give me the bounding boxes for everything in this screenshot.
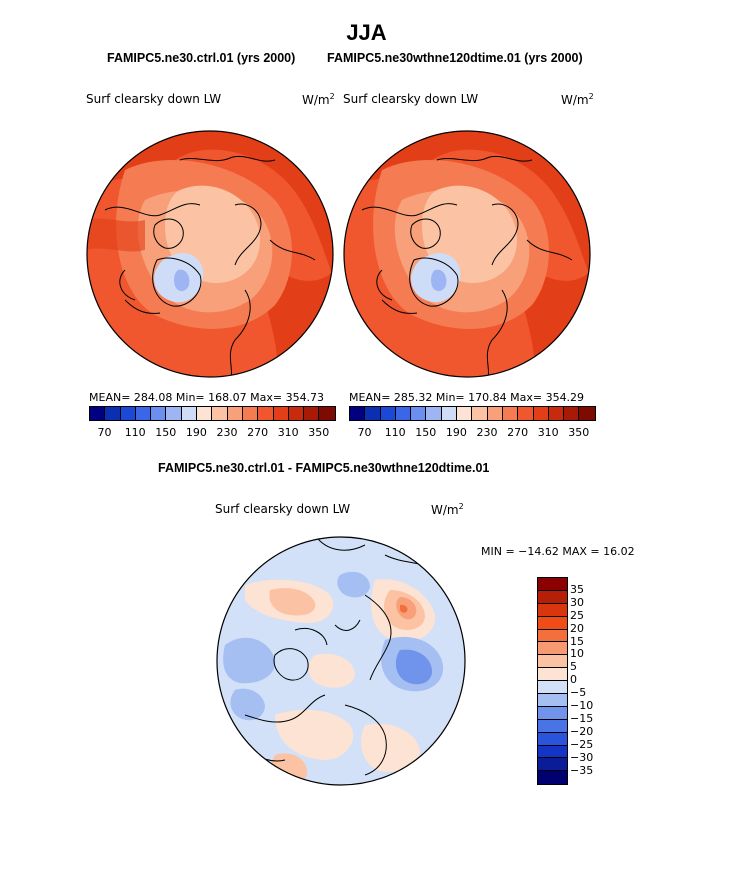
colorbar-tick-label: 0 <box>570 673 577 687</box>
colorbar-tick-label: 25 <box>570 608 584 622</box>
colorbar-swatch <box>538 616 567 630</box>
diff-colorbar <box>537 577 568 786</box>
figure-title: JJA <box>346 20 387 45</box>
colorbar-swatch <box>90 407 106 420</box>
colorbar-tick-label: 190 <box>185 426 207 439</box>
colorbar-tick-label: −15 <box>570 711 594 725</box>
diff-polar-map <box>216 536 466 786</box>
colorbar-tick-label: 230 <box>476 426 498 439</box>
colorbar-swatch <box>426 407 442 420</box>
right-units-label: W/m2 <box>561 92 594 107</box>
right-panel-header: FAMIPC5.ne30wthne120dtime.01 (yrs 2000) <box>327 51 583 65</box>
colorbar-swatch <box>487 407 503 420</box>
colorbar-swatch <box>538 719 567 733</box>
colorbar-tick-label: 310 <box>537 426 559 439</box>
left-colorbar <box>89 406 336 421</box>
colorbar-tick-label: 20 <box>570 621 584 635</box>
colorbar-swatch <box>518 407 534 420</box>
colorbar-swatch <box>197 407 213 420</box>
colorbar-tick-label: 350 <box>308 426 330 439</box>
right-variable-label: Surf clearsky down LW <box>343 92 479 106</box>
colorbar-tick-label: 110 <box>124 426 146 439</box>
colorbar-tick-label: −10 <box>570 699 594 712</box>
colorbar-swatch <box>212 407 228 420</box>
colorbar-swatch <box>441 407 458 420</box>
left-stats: MEAN= 284.08 Min= 168.07 Max= 354.73 <box>89 391 325 404</box>
colorbar-tick-label: 150 <box>155 426 177 439</box>
colorbar-swatch <box>350 407 366 420</box>
colorbar-tick-label: 310 <box>277 426 299 439</box>
colorbar-tick-label: −30 <box>570 750 594 764</box>
colorbar-swatch <box>538 603 567 617</box>
colorbar-tick-label: −5 <box>570 686 587 700</box>
colorbar-tick-label: 190 <box>445 426 467 439</box>
colorbar-swatch <box>538 694 567 707</box>
colorbar-swatch <box>579 407 595 420</box>
colorbar-swatch <box>502 407 519 420</box>
colorbar-tick-label: 10 <box>570 647 584 661</box>
colorbar-tick-label: 70 <box>97 426 112 439</box>
colorbar-swatch <box>319 407 335 420</box>
colorbar-swatch <box>181 407 198 420</box>
colorbar-swatch <box>538 745 567 759</box>
colorbar-swatch <box>538 629 567 643</box>
diff-minmax: MIN = −14.62 MAX = 16.02 <box>481 545 635 558</box>
colorbar-tick-label: −20 <box>570 724 594 738</box>
colorbar-tick-label: 15 <box>570 634 584 648</box>
colorbar-swatch <box>472 407 488 420</box>
colorbar-swatch <box>365 407 381 420</box>
left-units-label: W/m2 <box>302 92 335 107</box>
colorbar-swatch <box>135 407 152 420</box>
colorbar-tick-label: 70 <box>357 426 372 439</box>
colorbar-tick-label: 110 <box>384 426 406 439</box>
colorbar-tick-label: 350 <box>568 426 590 439</box>
colorbar-swatch <box>538 655 567 669</box>
colorbar-swatch <box>288 407 305 420</box>
left-panel-header: FAMIPC5.ne30.ctrl.01 (yrs 2000) <box>107 51 296 65</box>
colorbar-swatch <box>151 407 167 420</box>
colorbar-tick-label: −25 <box>570 737 594 751</box>
diff-variable-label: Surf clearsky down LW <box>215 502 351 516</box>
colorbar-swatch <box>538 590 567 604</box>
right-colorbar <box>349 406 596 421</box>
colorbar-swatch <box>538 732 567 746</box>
colorbar-swatch <box>548 407 565 420</box>
colorbar-swatch <box>538 706 567 720</box>
colorbar-swatch <box>105 407 121 420</box>
colorbar-tick-label: 230 <box>216 426 238 439</box>
colorbar-swatch <box>538 668 567 682</box>
colorbar-swatch <box>227 407 243 420</box>
colorbar-tick-label: 270 <box>507 426 529 439</box>
colorbar-swatch <box>538 758 567 772</box>
colorbar-tick-label: −35 <box>570 763 594 777</box>
colorbar-tick-label: 5 <box>570 660 577 674</box>
colorbar-swatch <box>395 407 412 420</box>
colorbar-swatch <box>380 407 396 420</box>
colorbar-swatch <box>538 642 567 656</box>
colorbar-tick-label: 150 <box>415 426 437 439</box>
right-stats: MEAN= 285.32 Min= 170.84 Max= 354.29 <box>349 391 585 404</box>
colorbar-swatch <box>538 771 567 785</box>
left-polar-map <box>86 130 334 378</box>
colorbar-swatch <box>457 407 473 420</box>
colorbar-tick-label: 35 <box>570 582 584 596</box>
colorbar-swatch <box>242 407 259 420</box>
colorbar-swatch <box>564 407 580 420</box>
colorbar-swatch <box>258 407 274 420</box>
colorbar-swatch <box>538 681 567 695</box>
left-variable-label: Surf clearsky down LW <box>86 92 222 106</box>
colorbar-swatch <box>166 407 182 420</box>
diff-units-label: W/m2 <box>431 502 464 517</box>
colorbar-swatch <box>304 407 320 420</box>
colorbar-swatch <box>273 407 289 420</box>
right-polar-map <box>343 130 591 378</box>
diff-title: FAMIPC5.ne30.ctrl.01 - FAMIPC5.ne30wthne… <box>158 461 490 475</box>
colorbar-swatch <box>411 407 427 420</box>
colorbar-tick-label: 270 <box>247 426 269 439</box>
colorbar-swatch <box>120 407 136 420</box>
colorbar-tick-label: 30 <box>570 595 584 609</box>
colorbar-swatch <box>533 407 549 420</box>
colorbar-swatch <box>538 578 567 591</box>
